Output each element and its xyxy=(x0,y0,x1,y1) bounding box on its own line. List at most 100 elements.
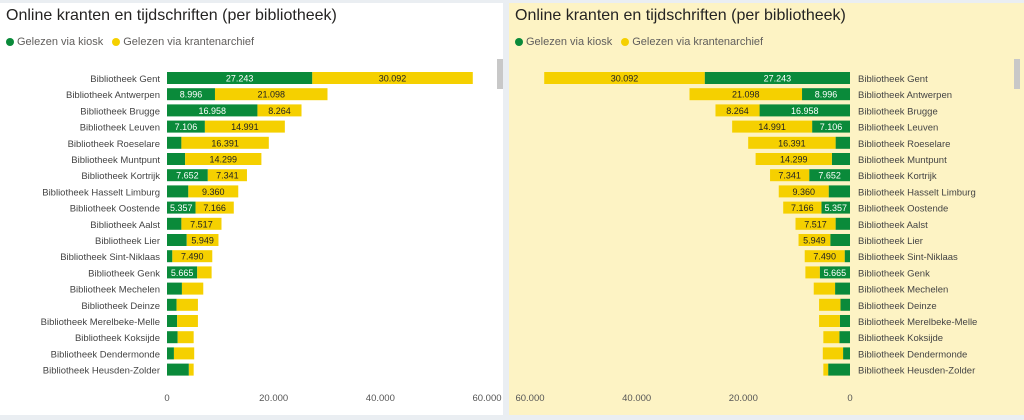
bar-kiosk[interactable] xyxy=(167,315,178,327)
data-label: 7.106 xyxy=(820,122,843,132)
bar-archief[interactable] xyxy=(805,266,820,279)
bar-archief[interactable] xyxy=(177,315,198,327)
bar-archief[interactable] xyxy=(783,201,822,214)
bar-kiosk[interactable] xyxy=(167,347,174,360)
bar-archief[interactable] xyxy=(819,298,841,311)
bar-archief[interactable] xyxy=(795,217,836,230)
bar-kiosk[interactable] xyxy=(167,331,178,344)
bar-kiosk[interactable] xyxy=(167,104,258,117)
bar-archief[interactable] xyxy=(181,282,204,295)
bar-kiosk[interactable] xyxy=(167,169,208,182)
bar-archief[interactable] xyxy=(173,347,195,360)
bar-archief[interactable] xyxy=(689,88,803,101)
bar-kiosk[interactable] xyxy=(840,298,850,311)
bar-archief[interactable] xyxy=(188,363,194,376)
bar-kiosk[interactable] xyxy=(843,347,850,360)
data-label: 27.243 xyxy=(764,74,792,84)
bar-archief[interactable] xyxy=(195,201,234,214)
bar-kiosk[interactable] xyxy=(809,169,850,182)
category-label: Bibliotheek Brugge xyxy=(80,106,160,117)
chart-panel-left[interactable]: Online kranten en tijdschriften (per bib… xyxy=(0,3,503,415)
category-label: Bibliotheek Koksijde xyxy=(75,333,160,344)
bar-kiosk[interactable] xyxy=(844,250,850,263)
legend-item-archief[interactable]: Gelezen via krantenarchief xyxy=(112,36,254,48)
bar-chart-right: Bibliotheek Gent 27.243 30.092 Bibliotheek … xyxy=(515,72,977,404)
bar-kiosk[interactable] xyxy=(167,201,196,214)
bar-archief[interactable] xyxy=(186,234,219,246)
data-label: 7.517 xyxy=(190,219,213,229)
bar-kiosk[interactable] xyxy=(835,282,850,295)
bar-archief[interactable] xyxy=(822,347,844,360)
bar-kiosk[interactable] xyxy=(167,185,189,198)
bar-archief[interactable] xyxy=(544,72,705,84)
category-label: Bibliotheek Deinze xyxy=(858,301,937,312)
bar-archief[interactable] xyxy=(732,120,813,133)
legend-item-kiosk[interactable]: Gelezen via kiosk xyxy=(515,36,612,48)
bar-archief[interactable] xyxy=(770,169,810,182)
bar-archief[interactable] xyxy=(176,298,198,311)
bar-kiosk[interactable] xyxy=(167,250,173,263)
bar-kiosk[interactable] xyxy=(167,298,177,311)
bar-kiosk[interactable] xyxy=(802,88,850,101)
bar-kiosk[interactable] xyxy=(167,72,313,84)
bar-archief[interactable] xyxy=(715,104,760,117)
category-label: Bibliotheek Deinze xyxy=(81,301,160,312)
bar-archief[interactable] xyxy=(798,234,831,246)
legend-item-archief[interactable]: Gelezen via krantenarchief xyxy=(621,36,763,48)
bar-kiosk[interactable] xyxy=(835,136,850,149)
bar-kiosk[interactable] xyxy=(821,201,850,214)
scrollbar-thumb[interactable] xyxy=(497,59,503,89)
bar-kiosk[interactable] xyxy=(828,185,850,198)
bar-archief[interactable] xyxy=(823,363,829,376)
bar-kiosk[interactable] xyxy=(839,315,850,327)
bar-archief[interactable] xyxy=(185,153,262,165)
bar-archief[interactable] xyxy=(181,217,222,230)
bar-kiosk[interactable] xyxy=(167,120,205,133)
bar-archief[interactable] xyxy=(813,282,836,295)
bar-archief[interactable] xyxy=(181,136,269,149)
bar-kiosk[interactable] xyxy=(830,234,850,246)
data-label: 7.166 xyxy=(203,203,226,213)
bar-kiosk[interactable] xyxy=(167,363,189,376)
bar-kiosk[interactable] xyxy=(831,153,850,165)
bar-archief[interactable] xyxy=(177,331,194,344)
bar-archief[interactable] xyxy=(207,169,247,182)
bar-kiosk[interactable] xyxy=(167,136,182,149)
bar-kiosk[interactable] xyxy=(167,282,182,295)
panel-divider xyxy=(503,3,509,415)
bar-kiosk[interactable] xyxy=(819,266,850,279)
bar-kiosk[interactable] xyxy=(704,72,850,84)
legend-item-kiosk[interactable]: Gelezen via kiosk xyxy=(6,36,103,48)
bar-archief[interactable] xyxy=(197,266,212,279)
bar-kiosk[interactable] xyxy=(759,104,850,117)
scrollbar-thumb[interactable] xyxy=(1014,59,1020,89)
bar-kiosk[interactable] xyxy=(812,120,850,133)
bar-kiosk[interactable] xyxy=(167,88,215,101)
bar-kiosk[interactable] xyxy=(167,234,187,246)
bar-kiosk[interactable] xyxy=(167,153,186,165)
bar-kiosk[interactable] xyxy=(167,266,198,279)
bar-archief[interactable] xyxy=(172,250,213,263)
bar-archief[interactable] xyxy=(748,136,836,149)
bar-archief[interactable] xyxy=(312,72,473,84)
bar-archief[interactable] xyxy=(755,153,832,165)
category-label: Bibliotheek Mechelen xyxy=(70,285,160,296)
chart-panel-right[interactable]: Online kranten en tijdschriften (per bib… xyxy=(509,3,1024,415)
bar-kiosk[interactable] xyxy=(839,331,850,344)
bar-archief[interactable] xyxy=(204,120,285,133)
category-label: Bibliotheek Gent xyxy=(858,74,928,85)
bar-kiosk[interactable] xyxy=(835,217,850,230)
category-label: Bibliotheek Mechelen xyxy=(858,285,948,296)
bar-archief[interactable] xyxy=(804,250,845,263)
bar-archief[interactable] xyxy=(823,331,840,344)
bar-kiosk[interactable] xyxy=(167,217,182,230)
bar-archief[interactable] xyxy=(778,185,829,198)
bar-kiosk[interactable] xyxy=(828,363,850,376)
bar-archief[interactable] xyxy=(188,185,239,198)
bar-archief[interactable] xyxy=(257,104,302,117)
bar-archief[interactable] xyxy=(214,88,328,101)
category-label: Bibliotheek Oostende xyxy=(70,204,160,215)
bar-archief[interactable] xyxy=(819,315,840,327)
legend-dot-icon xyxy=(621,38,630,46)
category-label: Bibliotheek Heusden-Zolder xyxy=(858,366,975,377)
